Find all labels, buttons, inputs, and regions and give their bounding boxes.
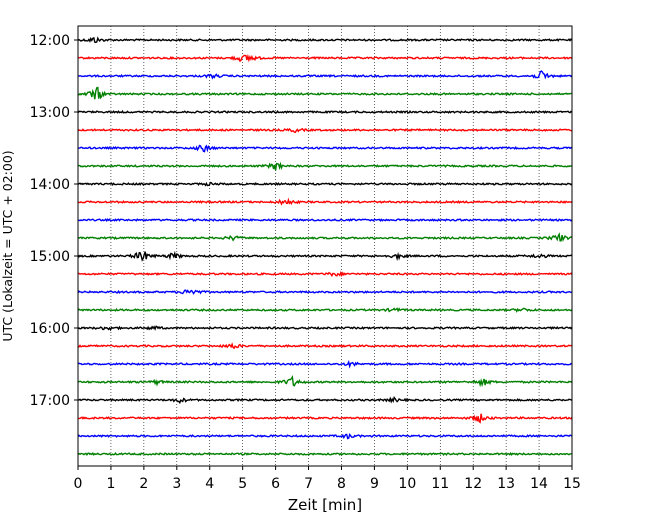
y-axis-label: UTC (Lokalzeit = UTC + 02:00) [0, 150, 15, 341]
x-tick-label: 2 [139, 476, 148, 492]
seismic-trace [77, 36, 573, 44]
seismic-trace [77, 270, 573, 278]
seismic-trace [77, 325, 573, 332]
seismic-trace [77, 53, 573, 63]
seismic-trace [77, 86, 573, 100]
seismic-trace [77, 451, 572, 457]
seismic-trace [77, 374, 573, 388]
seismic-trace [77, 342, 573, 350]
plot-frame [77, 25, 573, 467]
x-tick-label: 4 [205, 476, 214, 492]
grid-layer [110, 26, 540, 466]
x-tick-label: 11 [431, 476, 449, 492]
y-tick-label: 12:00 [30, 33, 70, 49]
seismic-trace [77, 127, 572, 134]
x-tick-label: 8 [337, 476, 346, 492]
trace-layer [77, 36, 573, 457]
y-axis: 12:00 13:00 14:00 15:00 16:00 17:00 [30, 33, 78, 409]
seismic-trace [78, 413, 573, 424]
seismic-trace [77, 232, 573, 242]
seismic-trace [77, 161, 572, 171]
seismic-trace [77, 181, 573, 187]
seismic-trace [77, 197, 573, 206]
seismic-trace [77, 250, 573, 262]
x-axis: 0 1 2 3 4 5 6 7 8 9 10 11 12 13 14 15 [74, 466, 581, 492]
seismic-trace [77, 217, 573, 223]
x-tick-label: 13 [497, 476, 515, 492]
seismic-trace [77, 307, 573, 313]
seismic-trace [77, 396, 573, 405]
x-tick-label: 0 [74, 476, 83, 492]
y-tick-label: 13:00 [30, 105, 70, 121]
x-tick-label: 12 [464, 476, 482, 492]
seismic-trace [77, 360, 573, 369]
seismic-trace [78, 70, 573, 80]
x-tick-label: 9 [370, 476, 379, 492]
x-tick-label: 5 [238, 476, 247, 492]
x-tick-label: 6 [271, 476, 280, 492]
x-axis-label: Zeit [min] [288, 496, 362, 514]
y-tick-label: 15:00 [30, 249, 70, 265]
seismic-trace [77, 432, 573, 440]
seismic-trace [77, 144, 573, 153]
y-tick-label: 17:00 [30, 393, 70, 409]
y-tick-label: 14:00 [30, 177, 70, 193]
seismic-trace [77, 289, 573, 295]
x-tick-label: 7 [304, 476, 313, 492]
x-tick-label: 3 [172, 476, 181, 492]
x-tick-label: 15 [563, 476, 581, 492]
x-tick-label: 14 [530, 476, 548, 492]
seismic-trace [77, 109, 573, 115]
x-tick-label: 1 [106, 476, 115, 492]
y-tick-label: 16:00 [30, 321, 70, 337]
x-tick-label: 10 [398, 476, 416, 492]
